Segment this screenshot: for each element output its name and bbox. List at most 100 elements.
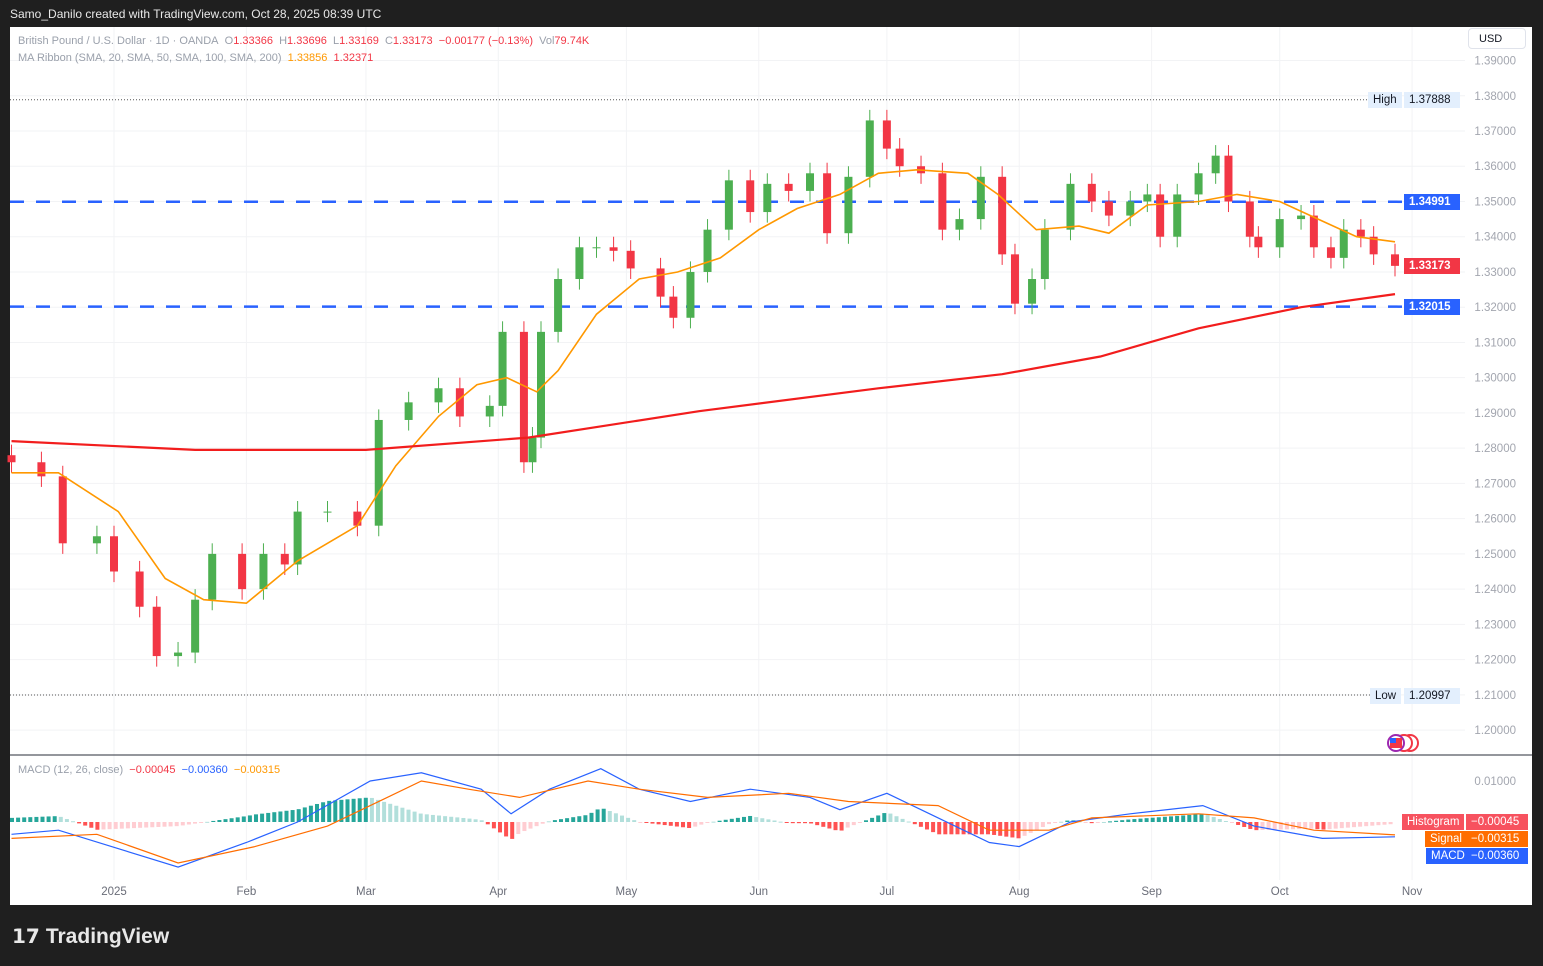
candle-body xyxy=(1391,254,1399,266)
high-label: High xyxy=(1368,92,1402,108)
y-tick-label: 1.30000 xyxy=(1474,373,1516,385)
macd-y-tick-label: 0.01000 xyxy=(1474,776,1516,788)
macd-histogram-bar xyxy=(394,805,399,822)
macd-histogram-bar xyxy=(119,822,124,829)
macd-histogram-bar xyxy=(40,816,45,822)
candle-body xyxy=(92,536,101,544)
macd-histogram-bar xyxy=(28,817,33,822)
macd-histogram-bar xyxy=(443,816,448,822)
ma-legend[interactable]: MA Ribbon (SMA, 20, SMA, 50, SMA, 100, S… xyxy=(18,52,374,64)
candle-body xyxy=(554,279,563,332)
candle-body xyxy=(404,402,413,420)
macd-histogram-bar xyxy=(235,817,240,822)
candle-body xyxy=(938,173,947,230)
macd-histogram-bar xyxy=(1260,822,1265,830)
macd-histogram-bar xyxy=(900,818,905,822)
macd-histogram-bar xyxy=(601,808,606,822)
macd-histogram-bar xyxy=(284,810,289,822)
macd-histogram-bar xyxy=(790,822,795,824)
macd-histogram-bar xyxy=(272,812,277,822)
macd-histogram-bar xyxy=(290,810,295,822)
macd-tag: −0.00360 xyxy=(1466,848,1528,864)
macd-histogram-bar xyxy=(1138,818,1143,822)
x-tick-label: Apr xyxy=(489,886,507,898)
macd-histogram-bar xyxy=(1126,819,1131,822)
candle-body xyxy=(998,176,1007,255)
candle-body xyxy=(455,388,464,417)
low-value: 1.33169 xyxy=(339,35,379,47)
y-tick-label: 1.39000 xyxy=(1474,56,1516,68)
macd-histogram-bar xyxy=(1205,815,1210,822)
us-flag-event-icon[interactable] xyxy=(1384,733,1419,752)
macd-histogram-bar xyxy=(1303,822,1308,829)
macd-histogram-bar xyxy=(485,822,490,825)
macd-histogram-bar xyxy=(815,822,820,826)
macd-histogram-bar xyxy=(1339,822,1344,829)
x-tick-label: Nov xyxy=(1402,886,1423,898)
y-tick-label: 1.27000 xyxy=(1474,478,1516,490)
macd-histogram-bar xyxy=(845,822,850,828)
macd-histogram-bar xyxy=(961,822,966,835)
high-value: 1.33696 xyxy=(287,35,327,47)
macd-histogram-bar xyxy=(168,822,173,827)
macd-histogram-bar xyxy=(650,822,655,824)
candle-body xyxy=(1245,201,1254,237)
macd-histogram-bar xyxy=(132,822,136,829)
macd-histogram-bar xyxy=(1040,822,1045,828)
macd-histogram-bar xyxy=(315,803,319,822)
macd-histogram-bar xyxy=(412,811,417,822)
tradingview-logo[interactable]: 𝟭𝟳 TradingView xyxy=(12,924,170,949)
macd-histogram-bar xyxy=(522,822,527,832)
macd-signal-value: −0.00315 xyxy=(233,764,281,776)
macd-histogram-bar xyxy=(1193,814,1198,822)
macd-histogram-bar xyxy=(1321,822,1326,830)
x-tick-label: Jul xyxy=(880,886,895,898)
macd-histogram-bar xyxy=(10,817,14,822)
macd-histogram-bar xyxy=(174,822,179,827)
macd-histogram-bar xyxy=(809,822,814,824)
macd-histogram-bar xyxy=(1132,819,1137,822)
macd-histogram-bar xyxy=(229,818,234,822)
macd-histogram-bar xyxy=(1120,820,1125,822)
candle-body xyxy=(609,247,618,251)
macd-histogram-bar xyxy=(1175,815,1180,822)
macd-histogram-bar xyxy=(461,817,466,822)
chart-panel[interactable] xyxy=(10,27,1532,905)
macd-legend[interactable]: MACD (12, 26, close) −0.00045 −0.00360 −… xyxy=(18,764,281,776)
macd-histogram-bar xyxy=(1047,822,1051,825)
macd-histogram-bar xyxy=(1309,822,1314,829)
macd-histogram-bar xyxy=(400,807,405,822)
y-tick-label: 1.21000 xyxy=(1474,690,1516,702)
macd-histogram-bar xyxy=(369,797,374,822)
macd-histogram-bar xyxy=(345,799,350,822)
macd-histogram-bar xyxy=(705,822,710,823)
macd-histogram-bar xyxy=(986,822,990,835)
sma20-line xyxy=(11,168,1396,605)
y-tick-label: 1.36000 xyxy=(1474,161,1516,173)
macd-histogram-bar xyxy=(101,822,106,830)
macd-histogram-bar xyxy=(150,822,155,828)
tradingview-logo-icon: 𝟭𝟳 xyxy=(12,926,40,948)
macd-histogram-bar xyxy=(552,820,557,822)
macd-histogram-bar xyxy=(382,801,387,822)
macd-histogram-bar xyxy=(89,822,94,828)
candle-body xyxy=(238,553,247,590)
macd-line xyxy=(11,768,1396,868)
candle-body xyxy=(976,176,985,220)
volume-value: 79.74K xyxy=(554,35,590,47)
candle-body xyxy=(656,268,665,297)
macd-histogram-bar xyxy=(595,809,600,822)
candle-body xyxy=(485,405,494,417)
macd-histogram-bar xyxy=(827,822,832,829)
x-tick-label: Sep xyxy=(1141,886,1161,898)
macd-histogram-bar xyxy=(687,822,692,828)
macd-histogram-bar xyxy=(1181,815,1186,822)
candle-body xyxy=(110,536,118,572)
macd-histogram-bar xyxy=(1101,821,1106,823)
y-tick-label: 1.37000 xyxy=(1474,126,1516,138)
macd-histogram-bar xyxy=(674,822,679,827)
macd-histogram-bar xyxy=(247,815,252,822)
currency-button[interactable]: USD xyxy=(1468,28,1526,49)
x-tick-label: 2025 xyxy=(101,886,127,898)
